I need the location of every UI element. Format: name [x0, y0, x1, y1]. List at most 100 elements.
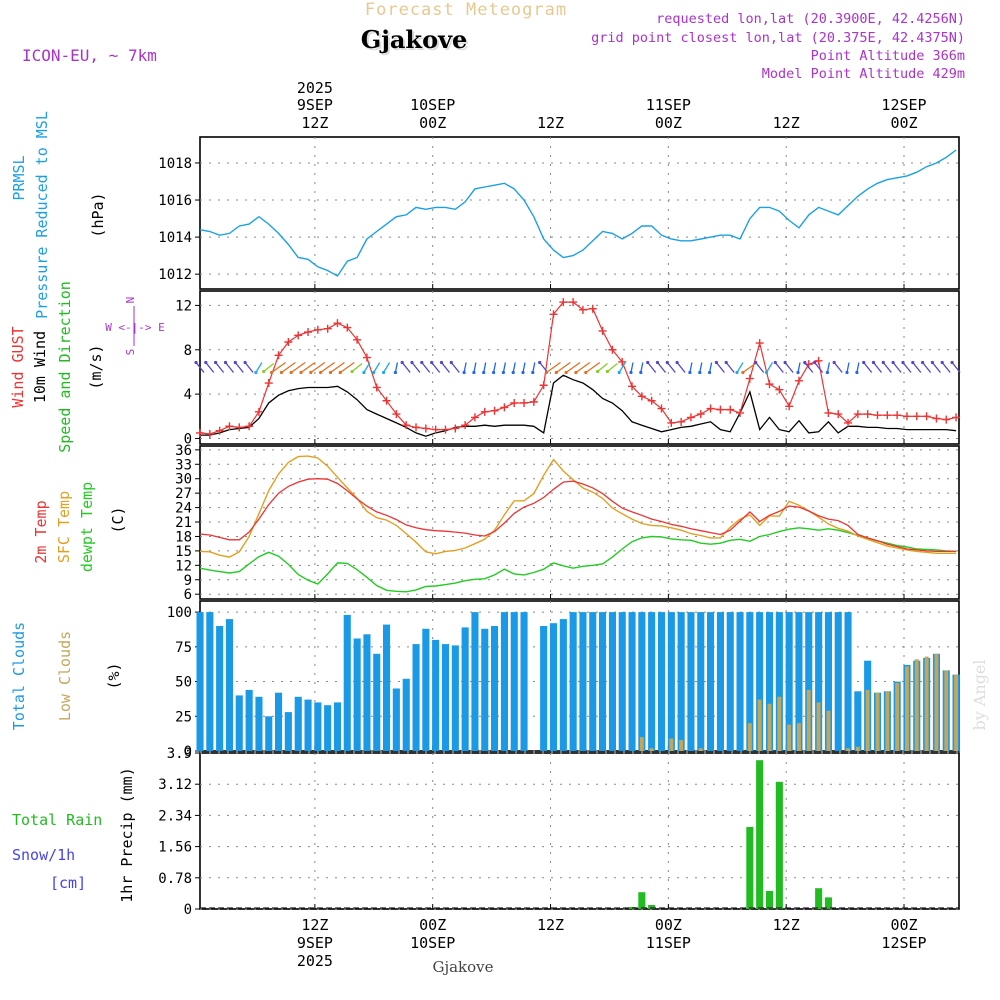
- wind-direction-arrow: [330, 361, 345, 374]
- gust-marker: [942, 415, 951, 424]
- gust-marker: [696, 410, 705, 419]
- gust-marker: [294, 331, 303, 340]
- wind-direction-arrow: [532, 362, 536, 373]
- total-cloud-bar: [667, 612, 675, 751]
- wind-direction-arrow: [215, 362, 225, 373]
- wind-direction-arrowhead: [675, 360, 679, 365]
- wind-direction-arrow: [784, 362, 794, 373]
- wind-direction-arrowhead: [204, 360, 208, 365]
- temp-tick-label: 9: [184, 573, 192, 589]
- temp-tick-label: 36: [175, 443, 192, 459]
- temp-label-sfc: SFC Temp: [55, 491, 73, 563]
- gust-marker: [853, 410, 862, 419]
- gust-marker: [529, 397, 538, 406]
- wind-direction-arrowhead: [299, 370, 303, 375]
- gust-marker: [412, 423, 421, 432]
- wind-direction-arrowhead: [289, 370, 293, 375]
- location-title: Gjakove: [361, 25, 468, 54]
- temp-tick-label: 30: [175, 472, 192, 488]
- wind-direction-arrow: [244, 362, 254, 373]
- wind-direction-arrowhead: [243, 360, 247, 365]
- total-cloud-bar: [491, 626, 499, 751]
- gust-marker: [353, 335, 362, 344]
- wind-direction-arrowhead: [400, 360, 404, 365]
- wind-direction-arrow: [450, 362, 460, 373]
- wind-direction-arrowhead: [764, 370, 769, 375]
- wind-direction-arrowhead: [430, 360, 434, 365]
- total-cloud-bar: [658, 612, 666, 751]
- wind-direction-arrowhead: [655, 360, 660, 365]
- wind-direction-arrow: [931, 362, 941, 373]
- wind-label-gust: Wind GUST: [9, 326, 27, 407]
- wind-direction-arrowhead: [646, 360, 650, 365]
- total-cloud-bar: [775, 612, 783, 751]
- rain-bar: [815, 888, 823, 909]
- total-cloud-bar: [471, 612, 479, 751]
- wind-direction-arrow: [826, 362, 831, 373]
- low-cloud-bar: [905, 666, 909, 751]
- total-cloud-bar: [599, 612, 607, 751]
- precip-tick-label: 0: [184, 902, 192, 918]
- wind-direction-arrowhead: [825, 370, 830, 375]
- compass-s: S: [124, 349, 137, 356]
- wind10m-line: [200, 374, 957, 437]
- wind-direction-arrow: [656, 362, 667, 373]
- wind-direction-arrow: [463, 362, 467, 373]
- gust-marker: [755, 339, 764, 348]
- wind-direction-arrow: [320, 361, 335, 374]
- gust-marker: [480, 407, 489, 416]
- bottom-time-label: 00Z: [419, 916, 446, 934]
- wind-direction-arrow: [725, 362, 735, 373]
- wind-direction-arrow: [539, 362, 549, 373]
- wind-direction-arrowhead: [538, 360, 542, 365]
- wind-direction-arrowhead: [254, 370, 258, 375]
- wind-direction-arrow: [902, 362, 912, 373]
- clouds-label-total: Total Clouds: [10, 622, 28, 730]
- gust-marker: [765, 380, 774, 389]
- wind-direction-arrowhead: [194, 360, 198, 365]
- temp-tick-label: 18: [175, 529, 192, 545]
- pressure-line: [199, 149, 957, 277]
- wind-direction-arrow: [814, 362, 824, 373]
- low-cloud-bar: [787, 724, 792, 751]
- total-cloud-bar: [235, 695, 243, 751]
- total-cloud-bar: [441, 644, 449, 751]
- total-cloud-bar: [196, 612, 204, 751]
- bottom-time-label: 2025: [297, 952, 333, 970]
- gust-marker: [657, 404, 666, 413]
- wind-direction-arrow: [708, 362, 713, 373]
- gust-marker: [726, 405, 735, 414]
- gust-marker: [264, 379, 273, 388]
- wind-direction-arrow: [290, 361, 306, 374]
- wind-direction-arrowhead: [617, 370, 621, 375]
- gust-marker: [706, 404, 715, 413]
- low-cloud-bar: [875, 692, 880, 751]
- total-cloud-bar: [687, 612, 695, 751]
- wind-direction-arrow: [742, 361, 758, 374]
- wind-direction-arrow: [281, 361, 296, 374]
- gust-marker: [628, 382, 637, 391]
- wind-direction-arrowhead: [584, 370, 588, 375]
- total-cloud-bar: [638, 612, 646, 751]
- bottom-time-label: 9SEP: [297, 934, 333, 952]
- gust-marker: [824, 408, 833, 417]
- wind-direction-arrowhead: [911, 360, 915, 365]
- gust-marker: [863, 410, 872, 419]
- gust-marker: [520, 398, 529, 407]
- wind-direction-arrow: [255, 362, 263, 373]
- gust-marker: [844, 418, 853, 427]
- temp2m-line: [199, 478, 957, 553]
- clouds-tick-label: 75: [175, 640, 192, 656]
- wind-direction-arrowhead: [741, 370, 745, 375]
- wind-direction-arrow: [630, 362, 634, 373]
- wind-direction-arrow: [575, 361, 591, 374]
- gust-marker: [569, 298, 578, 307]
- wind-label-direction: Speed and Direction: [56, 281, 74, 453]
- gridpoint-coords: grid point closest lon,lat (20.375E, 42.…: [591, 30, 965, 46]
- wind-direction-arrow: [546, 361, 561, 374]
- clouds-tick-label: 100: [167, 605, 192, 621]
- wind-direction-arrow: [618, 362, 626, 373]
- wind-direction-arrow: [401, 362, 411, 373]
- wind-direction-arrowhead: [472, 370, 476, 375]
